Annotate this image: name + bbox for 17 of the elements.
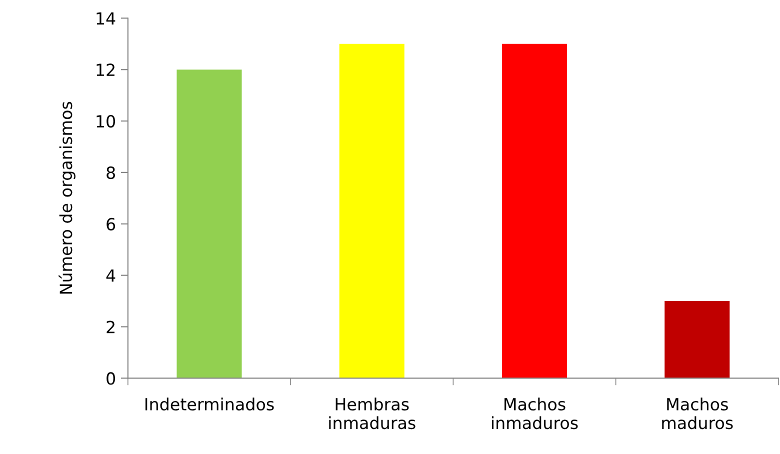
x-tick-label: Machos inmaduros — [492, 398, 578, 430]
y-tick-label: 12 — [96, 64, 114, 76]
x-tick-label: Indeterminados — [145, 398, 274, 411]
y-tick-label: 0 — [106, 372, 116, 385]
y-tick-label: 4 — [106, 270, 116, 282]
y-axis-title: Número de organismos — [58, 102, 76, 294]
bar — [664, 301, 730, 378]
y-tick-label: 6 — [106, 218, 116, 230]
bar — [176, 70, 242, 378]
y-tick-label: 8 — [106, 166, 115, 180]
y-tick-label: 2 — [106, 320, 114, 334]
y-tick-label: 14 — [96, 12, 116, 24]
y-tick-label: 10 — [96, 114, 116, 128]
bar — [339, 44, 404, 378]
x-tick-label: Hembras inmaduras — [329, 398, 416, 430]
x-tick-label: Machos maduros — [662, 398, 733, 430]
bar — [502, 44, 568, 378]
